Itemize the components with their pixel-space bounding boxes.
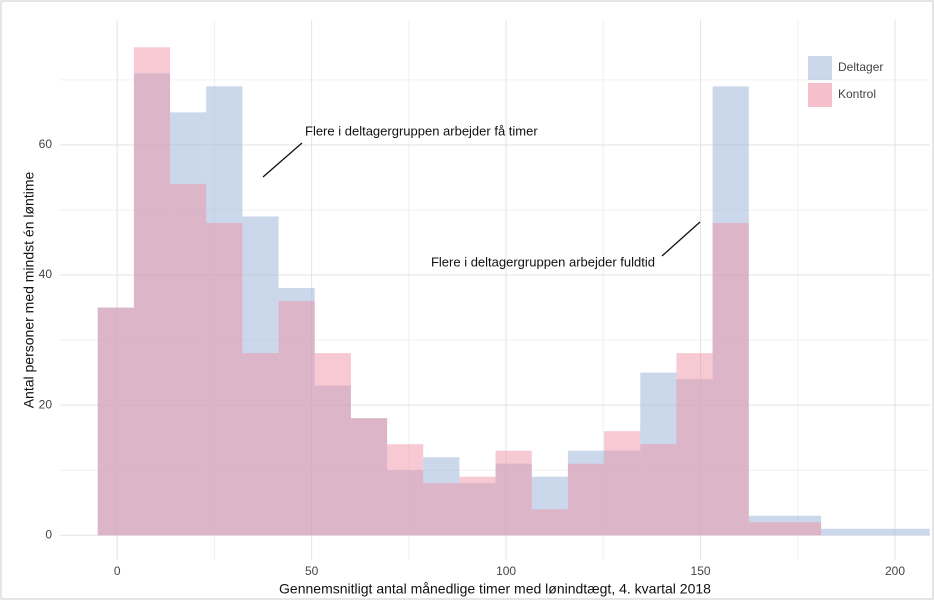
x-tick-label: 150 — [691, 564, 711, 578]
bar — [857, 528, 894, 536]
annotation-line — [262, 142, 303, 178]
bar — [278, 301, 315, 536]
bar — [459, 476, 496, 536]
annotation: Flere i deltagergruppen arbejder få time… — [305, 123, 538, 138]
bar — [531, 509, 568, 536]
y-tick-label: 40 — [39, 267, 53, 281]
bar — [567, 463, 605, 536]
annotation: Flere i deltagergruppen arbejder fuldtid — [431, 254, 655, 269]
x-axis-title: Gennemsnitligt antal månedlige timer med… — [279, 581, 711, 597]
legend-label: Kontrol — [838, 87, 876, 101]
bar — [133, 47, 171, 536]
bar — [712, 222, 749, 536]
bar — [676, 353, 713, 536]
bar — [170, 183, 207, 536]
bar — [893, 528, 930, 536]
bar — [242, 353, 279, 536]
bar — [495, 450, 532, 536]
bar — [821, 528, 858, 536]
legend-swatch — [808, 83, 832, 107]
x-tick-label: 200 — [885, 564, 905, 578]
bar — [640, 444, 677, 536]
legend-swatch — [808, 56, 832, 80]
x-tick-label: 0 — [114, 564, 121, 578]
legend: Deltager Kontrol — [808, 56, 883, 107]
legend-label: Deltager — [838, 60, 883, 74]
bar — [784, 522, 822, 536]
plot-area: 0 50 100 150 200 0 20 40 60 — [39, 20, 930, 578]
bar — [314, 353, 351, 536]
y-tick-label: 20 — [39, 397, 53, 411]
bar — [350, 418, 388, 536]
bar — [97, 307, 134, 536]
y-tick-label: 60 — [39, 137, 53, 151]
bar — [423, 483, 460, 536]
annotation-line — [661, 221, 701, 257]
y-axis-title: Antal personer med mindst én løntime — [21, 172, 37, 409]
x-tick-label: 100 — [496, 564, 516, 578]
x-tick-label: 50 — [305, 564, 319, 578]
bar — [604, 431, 641, 536]
y-tick-label: 0 — [45, 527, 52, 541]
bar — [206, 222, 243, 536]
bar — [748, 522, 785, 536]
bar — [387, 444, 424, 536]
